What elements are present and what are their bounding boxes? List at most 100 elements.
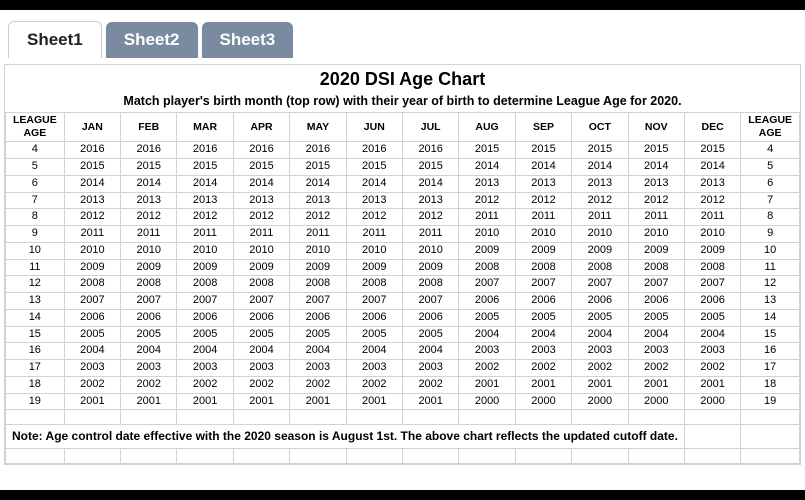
age-cell-right: 13	[741, 293, 800, 310]
year-cell: 2004	[628, 326, 684, 343]
tab-sheet3[interactable]: Sheet3	[202, 22, 294, 58]
year-cell: 2002	[459, 360, 515, 377]
year-cell: 2006	[121, 309, 177, 326]
year-cell: 2004	[515, 326, 571, 343]
sheet-tabs: Sheet1 Sheet2 Sheet3	[0, 18, 805, 58]
tab-sheet1[interactable]: Sheet1	[8, 21, 102, 58]
year-cell: 2007	[64, 293, 120, 310]
year-cell: 2013	[684, 175, 740, 192]
year-cell: 2015	[346, 159, 402, 176]
year-cell: 2014	[177, 175, 233, 192]
year-cell: 2003	[402, 360, 458, 377]
window-bottom-border	[0, 490, 805, 500]
year-cell: 2006	[402, 309, 458, 326]
age-cell-right: 18	[741, 376, 800, 393]
year-cell: 2002	[290, 376, 346, 393]
year-cell: 2010	[515, 226, 571, 243]
year-cell: 2007	[121, 293, 177, 310]
year-cell: 2002	[177, 376, 233, 393]
year-cell: 2013	[233, 192, 289, 209]
header-month: SEP	[515, 113, 571, 142]
year-cell: 2007	[459, 276, 515, 293]
year-cell: 2014	[346, 175, 402, 192]
header-month: MAR	[177, 113, 233, 142]
year-cell: 2007	[515, 276, 571, 293]
year-cell: 2012	[177, 209, 233, 226]
year-cell: 2012	[684, 192, 740, 209]
year-cell: 2006	[233, 309, 289, 326]
year-cell: 2013	[290, 192, 346, 209]
year-cell: 2001	[177, 393, 233, 410]
year-cell: 2004	[346, 343, 402, 360]
year-cell: 2013	[121, 192, 177, 209]
year-cell: 2011	[515, 209, 571, 226]
year-cell: 2002	[346, 376, 402, 393]
year-cell: 2004	[402, 343, 458, 360]
year-cell: 2013	[459, 175, 515, 192]
year-cell: 2005	[64, 326, 120, 343]
year-cell: 2006	[628, 293, 684, 310]
table-row: 1420062006200620062006200620062005200520…	[6, 309, 800, 326]
year-cell: 2008	[684, 259, 740, 276]
year-cell: 2008	[628, 259, 684, 276]
age-cell-left: 17	[6, 360, 65, 377]
year-cell: 2015	[177, 159, 233, 176]
spreadsheet-area: 2020 DSI Age Chart Match player's birth …	[4, 64, 801, 465]
year-cell: 2003	[121, 360, 177, 377]
year-cell: 2001	[402, 393, 458, 410]
year-cell: 2005	[233, 326, 289, 343]
note-row: Note: Age control date effective with th…	[6, 425, 800, 449]
year-cell: 2005	[684, 309, 740, 326]
year-cell: 2014	[515, 159, 571, 176]
year-cell: 2010	[459, 226, 515, 243]
year-cell: 2012	[290, 209, 346, 226]
table-row: 1020102010201020102010201020102009200920…	[6, 242, 800, 259]
year-cell: 2002	[233, 376, 289, 393]
year-cell: 2003	[346, 360, 402, 377]
year-cell: 2012	[346, 209, 402, 226]
year-cell: 2013	[346, 192, 402, 209]
header-league-age-left: LEAGUEAGE	[6, 113, 65, 142]
year-cell: 2015	[402, 159, 458, 176]
age-cell-right: 19	[741, 393, 800, 410]
header-month: DEC	[684, 113, 740, 142]
year-cell: 2010	[64, 242, 120, 259]
year-cell: 2009	[459, 242, 515, 259]
year-cell: 2001	[290, 393, 346, 410]
age-cell-left: 15	[6, 326, 65, 343]
age-cell-left: 14	[6, 309, 65, 326]
year-cell: 2016	[121, 142, 177, 159]
header-month: MAY	[290, 113, 346, 142]
year-cell: 2011	[121, 226, 177, 243]
year-cell: 2009	[64, 259, 120, 276]
header-month: OCT	[572, 113, 628, 142]
year-cell: 2013	[64, 192, 120, 209]
year-cell: 2010	[572, 226, 628, 243]
year-cell: 2004	[572, 326, 628, 343]
year-cell: 2016	[290, 142, 346, 159]
year-cell: 2003	[233, 360, 289, 377]
year-cell: 2008	[402, 276, 458, 293]
tab-sheet2[interactable]: Sheet2	[106, 22, 198, 58]
year-cell: 2005	[121, 326, 177, 343]
header-month: FEB	[121, 113, 177, 142]
year-cell: 2010	[346, 242, 402, 259]
year-cell: 2001	[515, 376, 571, 393]
year-cell: 2011	[64, 226, 120, 243]
year-cell: 2007	[177, 293, 233, 310]
year-cell: 2002	[402, 376, 458, 393]
empty-row	[6, 410, 800, 425]
header-month: AUG	[459, 113, 515, 142]
year-cell: 2001	[64, 393, 120, 410]
year-cell: 2008	[290, 276, 346, 293]
year-cell: 2015	[121, 159, 177, 176]
year-cell: 2011	[346, 226, 402, 243]
year-cell: 2013	[402, 192, 458, 209]
year-cell: 2009	[233, 259, 289, 276]
age-cell-right: 6	[741, 175, 800, 192]
year-cell: 2002	[572, 360, 628, 377]
year-cell: 2006	[515, 293, 571, 310]
year-cell: 2012	[402, 209, 458, 226]
year-cell: 2013	[628, 175, 684, 192]
table-row: 9201120112011201120112011201120102010201…	[6, 226, 800, 243]
